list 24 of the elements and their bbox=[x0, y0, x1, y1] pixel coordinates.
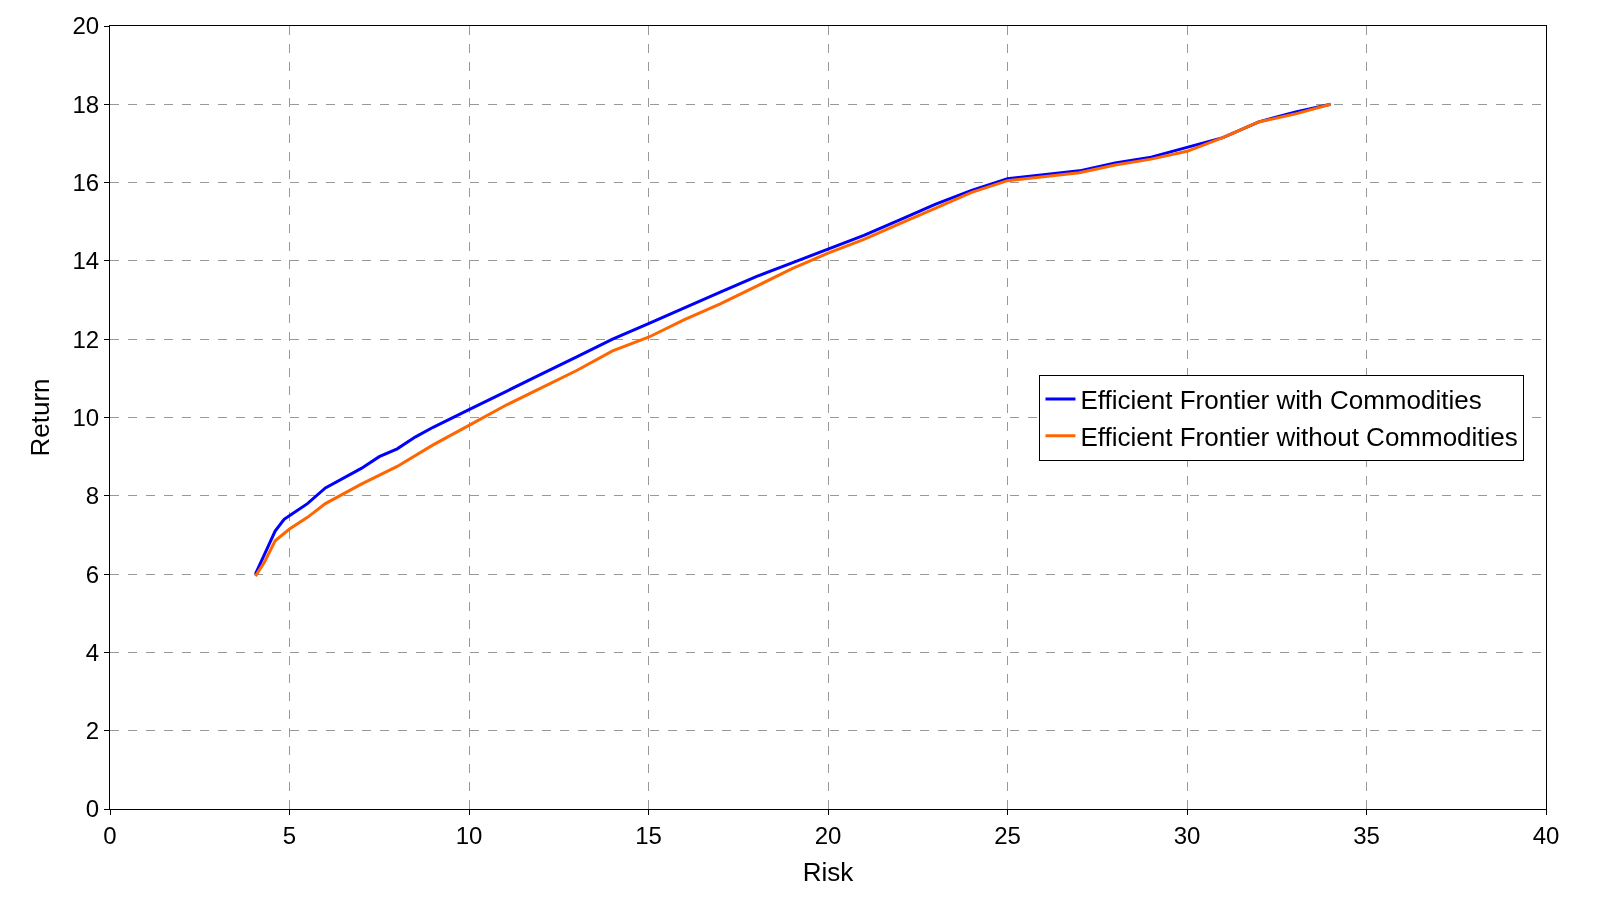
x-tick-label: 5 bbox=[282, 821, 297, 849]
x-tick-label: 35 bbox=[1353, 821, 1380, 849]
y-tick-label: 18 bbox=[72, 90, 100, 118]
x-tick-label: 40 bbox=[1532, 821, 1560, 849]
x-tick-label: 15 bbox=[635, 821, 662, 849]
legend-label: Efficient Frontier with Commodities bbox=[1080, 385, 1482, 416]
x-tick-label: 0 bbox=[103, 821, 117, 849]
y-tick-label: 10 bbox=[72, 403, 100, 431]
x-tick-label: 30 bbox=[1173, 821, 1201, 849]
y-tick-label: 8 bbox=[85, 482, 100, 510]
y-tick-label: 20 bbox=[72, 12, 100, 40]
y-tick-label: 2 bbox=[85, 717, 100, 745]
x-tick-label: 25 bbox=[994, 821, 1021, 849]
y-tick-label: 0 bbox=[85, 795, 100, 823]
y-tick-label: 12 bbox=[72, 325, 100, 353]
x-axis-title: Risk bbox=[802, 857, 855, 888]
x-tick-label: 10 bbox=[455, 821, 483, 849]
y-tick-label: 4 bbox=[85, 638, 100, 666]
y-axis-title: Return bbox=[24, 378, 55, 457]
x-tick-label: 20 bbox=[814, 821, 842, 849]
y-tick-label: 6 bbox=[85, 560, 100, 588]
legend-label: Efficient Frontier without Commodities bbox=[1080, 421, 1518, 452]
y-tick-label: 16 bbox=[72, 169, 100, 196]
y-tick-label: 14 bbox=[72, 247, 100, 275]
